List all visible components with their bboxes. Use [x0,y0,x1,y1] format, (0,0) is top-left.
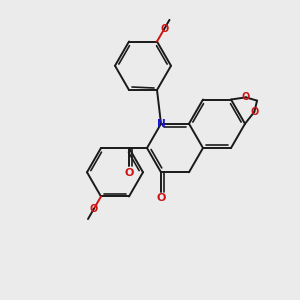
Text: O: O [156,193,166,203]
Text: N: N [157,119,165,129]
Text: O: O [90,204,98,214]
Text: O: O [124,168,134,178]
Text: O: O [161,24,169,34]
Text: O: O [250,107,258,117]
Text: O: O [242,92,250,102]
